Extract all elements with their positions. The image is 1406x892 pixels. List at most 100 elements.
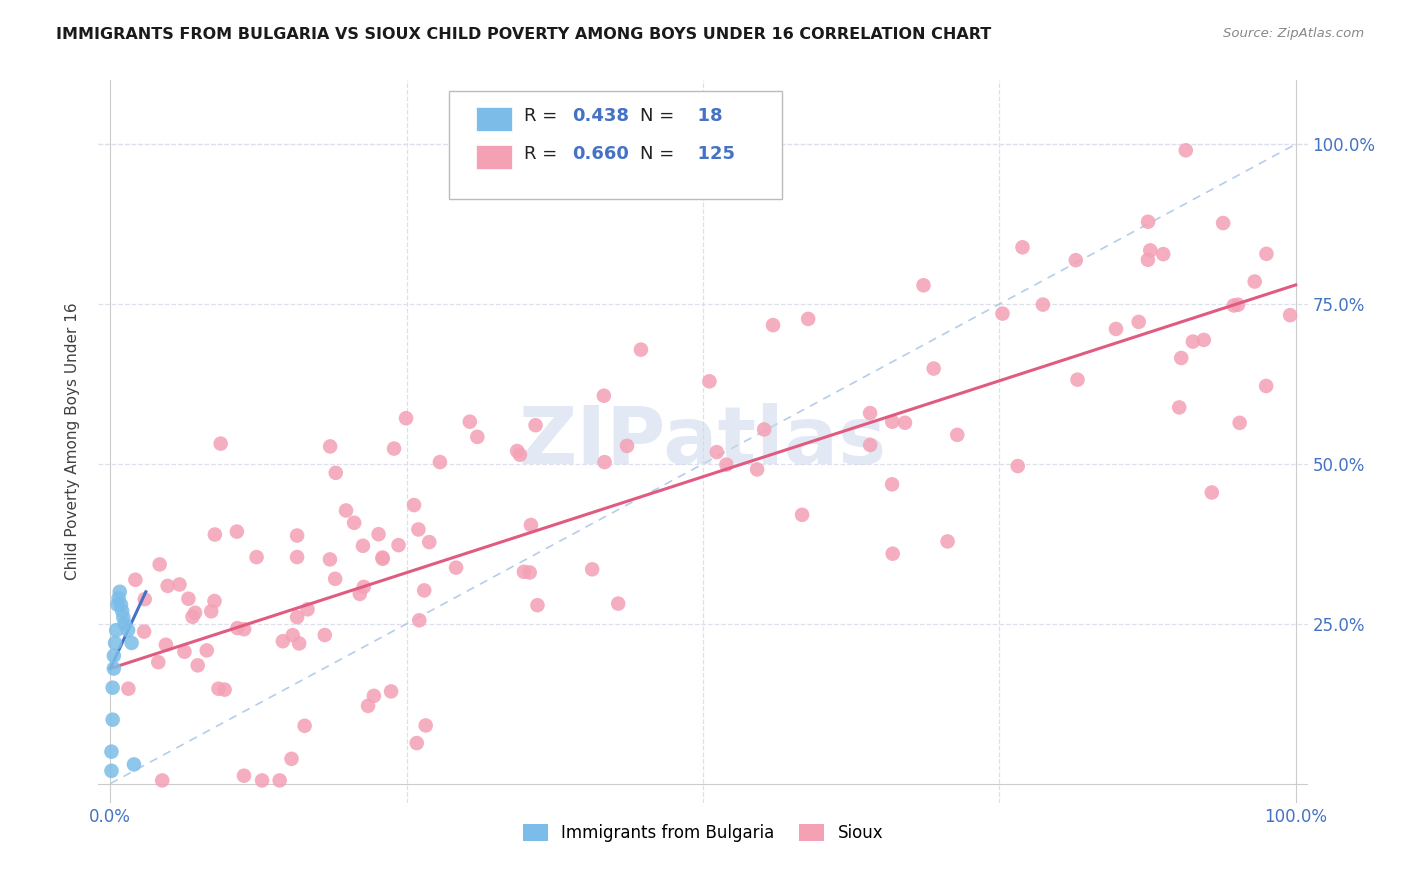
Point: [408, 523, 430, 537]
Point: [506, 444, 529, 458]
Point: [402, 498, 425, 512]
Text: IMMIGRANTS FROM BULGARIA VS SIOUX CHILD POVERTY AMONG BOYS UNDER 16 CORRELATION : IMMIGRANTS FROM BULGARIA VS SIOUX CHILD …: [56, 27, 991, 42]
Point: [353, 580, 375, 594]
Legend: Immigrants from Bulgaria, Sioux: Immigrants from Bulgaria, Sioux: [516, 817, 890, 848]
Point: [357, 698, 380, 713]
Point: [156, 579, 179, 593]
Point: [110, 598, 132, 612]
Point: [1192, 333, 1215, 347]
Point: [1007, 458, 1029, 473]
Point: [371, 551, 394, 566]
Point: [797, 312, 820, 326]
Point: [105, 623, 128, 637]
Point: [630, 343, 652, 357]
Text: Source: ZipAtlas.com: Source: ZipAtlas.com: [1223, 27, 1364, 40]
Point: [859, 406, 882, 420]
Point: [1243, 275, 1265, 289]
Point: [114, 616, 136, 631]
Point: [349, 587, 371, 601]
Point: [1105, 322, 1128, 336]
Point: [912, 278, 935, 293]
Point: [335, 503, 357, 517]
Point: [429, 455, 451, 469]
Point: [204, 527, 226, 541]
Point: [699, 374, 721, 388]
Point: [100, 764, 122, 778]
Point: [882, 415, 904, 429]
Point: [319, 439, 342, 453]
Point: [513, 565, 536, 579]
Point: [526, 598, 548, 612]
Point: [226, 621, 249, 635]
Text: 0.660: 0.660: [572, 145, 630, 163]
Point: [519, 566, 541, 580]
Point: [204, 594, 226, 608]
Point: [509, 448, 531, 462]
Point: [882, 547, 904, 561]
Point: [200, 604, 222, 618]
Text: R =: R =: [524, 145, 562, 163]
Point: [149, 558, 172, 572]
Point: [132, 624, 155, 639]
Point: [104, 636, 127, 650]
Point: [134, 592, 156, 607]
Point: [325, 466, 347, 480]
Point: [465, 430, 488, 444]
Point: [413, 583, 436, 598]
Point: [101, 681, 124, 695]
Bar: [475, 107, 512, 131]
Point: [195, 643, 218, 657]
Point: [367, 527, 389, 541]
Point: [250, 773, 273, 788]
Point: [1128, 315, 1150, 329]
Point: [936, 534, 959, 549]
Point: [177, 591, 200, 606]
Point: [581, 562, 603, 576]
Point: [271, 634, 294, 648]
Point: [415, 718, 437, 732]
Point: [117, 681, 139, 696]
Point: [343, 516, 366, 530]
Text: R =: R =: [524, 107, 562, 125]
Point: [1064, 253, 1087, 268]
Point: [524, 418, 547, 433]
Point: [181, 609, 204, 624]
Point: [408, 613, 430, 627]
Point: [1256, 379, 1278, 393]
Text: ZIPatlas: ZIPatlas: [519, 402, 887, 481]
Point: [371, 550, 394, 565]
Point: [946, 428, 969, 442]
Point: [117, 623, 139, 637]
Point: [363, 689, 385, 703]
Point: [880, 477, 903, 491]
Point: [1137, 215, 1160, 229]
Point: [285, 528, 308, 542]
Point: [207, 681, 229, 696]
Point: [1181, 334, 1204, 349]
Point: [991, 307, 1014, 321]
Point: [269, 773, 291, 788]
Point: [1174, 143, 1197, 157]
Point: [323, 572, 346, 586]
Point: [281, 628, 304, 642]
Point: [100, 745, 122, 759]
Point: [382, 442, 405, 456]
Point: [405, 736, 427, 750]
Point: [1201, 485, 1223, 500]
Point: [103, 661, 125, 675]
Text: 125: 125: [685, 145, 735, 163]
Y-axis label: Child Poverty Among Boys Under 16: Child Poverty Among Boys Under 16: [65, 302, 80, 581]
Point: [395, 411, 418, 425]
Point: [187, 658, 209, 673]
Point: [444, 560, 467, 574]
Point: [105, 598, 128, 612]
Point: [148, 655, 170, 669]
Point: [112, 610, 135, 624]
Point: [288, 636, 311, 650]
Point: [607, 597, 630, 611]
Point: [225, 524, 247, 539]
Point: [155, 638, 177, 652]
Point: [214, 682, 236, 697]
Point: [1168, 401, 1191, 415]
Point: [790, 508, 813, 522]
